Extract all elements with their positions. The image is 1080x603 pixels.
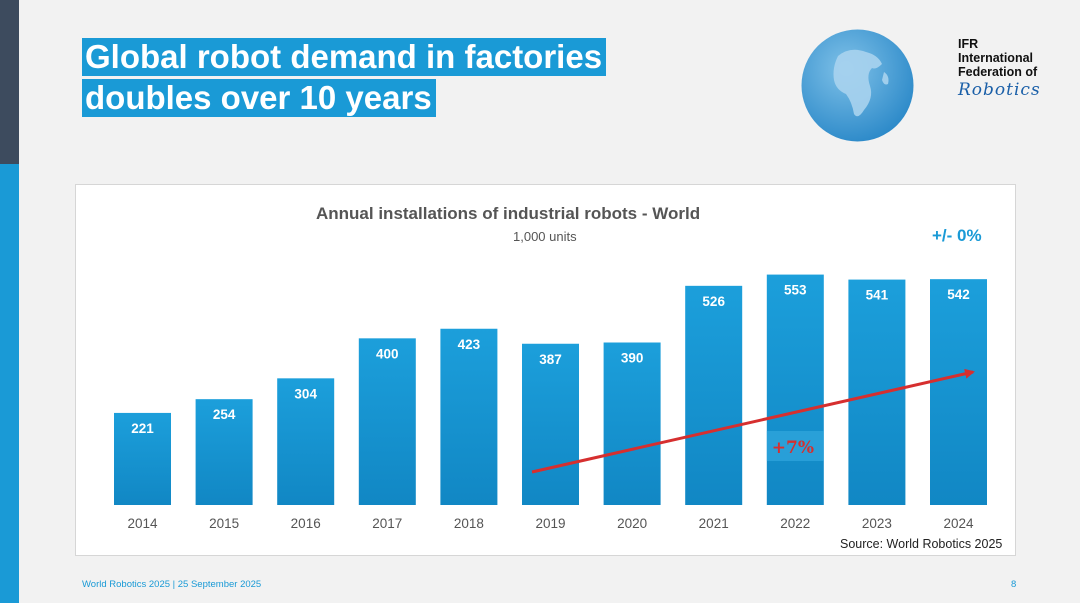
- bar-2022: [766, 274, 824, 505]
- sidebar-dark-strip: [0, 0, 19, 164]
- chart-subtitle: 1,000 units: [513, 229, 577, 244]
- trend-label: +7%: [772, 438, 814, 458]
- bar-value-label: 542: [947, 287, 970, 302]
- bar-2024: [930, 279, 987, 505]
- change-annotation: +/- 0%: [932, 226, 982, 245]
- logo-line-ifr: IFR: [958, 37, 979, 51]
- bar-value-label: 423: [458, 337, 481, 352]
- x-tick-label: 2019: [535, 516, 565, 531]
- x-tick-label: 2020: [617, 516, 647, 531]
- bar-2020: [603, 342, 661, 505]
- x-tick-label: 2022: [780, 516, 810, 531]
- globe-icon: [801, 29, 914, 142]
- bar-2014: [114, 412, 171, 505]
- bar-2017: [358, 338, 416, 505]
- x-tick-label: 2015: [209, 516, 239, 531]
- logo-line-federation: Federation of: [958, 65, 1038, 79]
- slide-footer: World Robotics 2025 | 25 September 2025: [82, 579, 262, 590]
- ifr-logo: IFR International Federation of Robotics: [958, 37, 1068, 100]
- bar-value-label: 553: [784, 283, 807, 298]
- x-tick-label: 2021: [699, 516, 729, 531]
- bar-chart: Annual installations of industrial robot…: [114, 204, 1002, 551]
- slide-title-line2: doubles over 10 years: [82, 79, 436, 117]
- slide-title-line1: Global robot demand in factories: [82, 38, 607, 76]
- bar-2019: [522, 343, 579, 505]
- bar-2015: [195, 399, 253, 505]
- bar-value-label: 541: [866, 288, 889, 303]
- bar-2018: [440, 328, 498, 505]
- page-number: 8: [1011, 579, 1017, 590]
- bar-value-label: 526: [702, 294, 725, 309]
- logo-line-international: International: [958, 51, 1034, 65]
- x-tick-label: 2017: [372, 516, 402, 531]
- bar-value-label: 387: [539, 352, 562, 367]
- bar-2021: [685, 285, 743, 505]
- slide-title: Global robot demand in factories doubles…: [82, 38, 607, 120]
- x-tick-label: 2023: [862, 516, 892, 531]
- bar-value-label: 400: [376, 346, 399, 361]
- logo-script-robotics: Robotics: [958, 80, 1041, 100]
- trend-label-highlight: [766, 431, 824, 461]
- x-tick-label: 2016: [291, 516, 321, 531]
- bar-2016: [277, 378, 335, 505]
- x-tick-label: 2014: [127, 516, 158, 531]
- bar-value-label: 304: [294, 386, 317, 401]
- bars-group: 221 2014 254 2015 304 2016 400 2017 423 2018 387 20…: [114, 274, 987, 531]
- chart-panel: Annual installations of industrial robot…: [75, 184, 1016, 556]
- bar-value-label: 221: [131, 421, 154, 436]
- bar-value-label: 254: [213, 407, 236, 422]
- bar-value-label: 390: [621, 351, 644, 366]
- chart-source: Source: World Robotics 2025: [840, 537, 1002, 551]
- trend-arrow: [531, 368, 975, 474]
- x-tick-label: 2018: [454, 516, 484, 531]
- chart-title: Annual installations of industrial robot…: [316, 204, 700, 223]
- sidebar-accent-strip: [0, 164, 19, 603]
- x-tick-label: 2024: [943, 516, 974, 531]
